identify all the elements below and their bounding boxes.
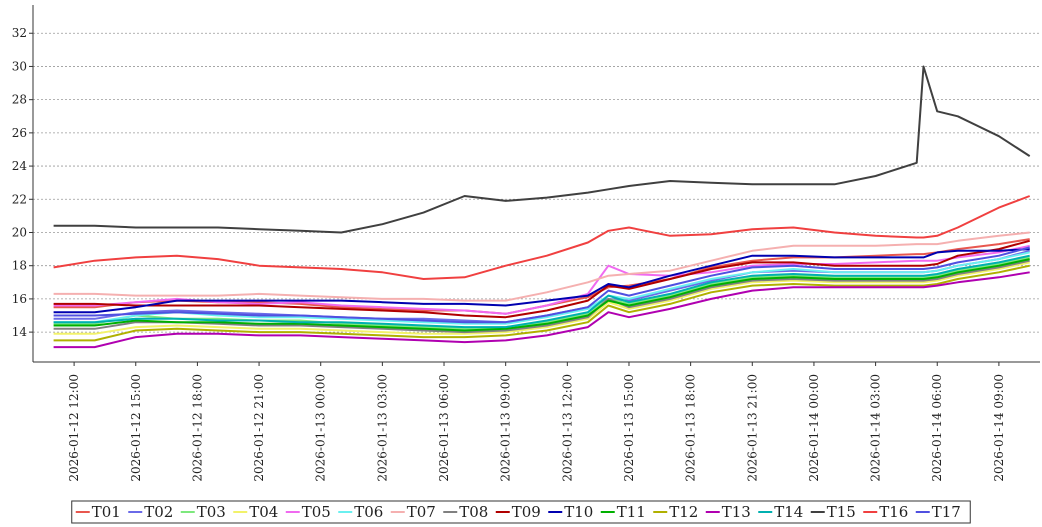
y-tick-label: 28 [12, 93, 27, 107]
legend-label: T10 [564, 503, 593, 521]
legend-label: T01 [92, 503, 121, 521]
series-line [53, 239, 1030, 319]
x-tick-label: 2026-01-13 00:00 [314, 374, 328, 482]
x-tick-label: 2026-01-14 09:00 [992, 374, 1006, 482]
legend-label: T11 [617, 503, 646, 521]
y-tick-label: 22 [12, 192, 27, 206]
series-line [53, 258, 1030, 332]
y-tick-label: 26 [12, 126, 27, 140]
y-tick-label: 20 [12, 225, 27, 239]
y-tick-label: 32 [12, 26, 27, 40]
series-line [53, 231, 1030, 302]
series-line [53, 195, 1031, 280]
legend-box [71, 500, 971, 524]
x-tick-label: 2026-01-12 21:00 [252, 374, 266, 482]
x-tick-label: 2026-01-13 03:00 [375, 374, 389, 482]
series-line [53, 261, 1030, 335]
x-tick-label: 2026-01-12 18:00 [190, 374, 204, 482]
x-tick-label: 2026-01-12 12:00 [67, 374, 81, 482]
legend-label: T15 [827, 503, 856, 521]
x-tick-label: 2026-01-14 06:00 [930, 374, 944, 482]
x-tick-label: 2026-01-13 12:00 [560, 374, 574, 482]
y-tick-label: 30 [12, 59, 27, 73]
x-tick-label: 2026-01-13 21:00 [745, 374, 759, 482]
legend-label: T08 [459, 503, 488, 521]
legend-label: T03 [197, 503, 226, 521]
x-tick-label: 2026-01-13 06:00 [437, 374, 451, 482]
legend: T01 T02 T03 T04 T05 T06 T07 T08 T09 T10 T11 T12 T13 T… [71, 500, 971, 524]
y-tick-label: 18 [12, 259, 27, 273]
y-tick-label: 16 [12, 292, 27, 306]
y-tick-label: 14 [12, 325, 28, 339]
x-tick-label: 2026-01-13 18:00 [684, 374, 698, 482]
legend-label: T09 [512, 503, 541, 521]
series-line [53, 251, 1030, 325]
x-tick-label: 2026-01-14 03:00 [869, 374, 883, 482]
legend-label: T04 [249, 503, 278, 521]
series-line [53, 248, 1030, 314]
x-tick-label: 2026-01-12 15:00 [129, 374, 143, 482]
series-line [53, 65, 1031, 234]
x-tick-label: 2026-01-14 00:00 [807, 374, 821, 482]
legend-label: T05 [302, 503, 331, 521]
legend-label: T16 [879, 503, 908, 521]
legend-label: T17 [932, 503, 961, 521]
legend-label: T06 [354, 503, 383, 521]
series-line [53, 254, 1030, 329]
y-tick-label: 24 [12, 159, 28, 173]
x-tick-label: 2026-01-13 15:00 [622, 374, 636, 482]
x-tick-label: 2026-01-13 09:00 [499, 374, 513, 482]
series-line [53, 264, 1030, 342]
series-line [53, 271, 1030, 349]
series-line [53, 246, 1030, 324]
legend-label: T07 [407, 503, 436, 521]
legend-label: T02 [144, 503, 173, 521]
legend-label: T13 [722, 503, 751, 521]
legend-label: T14 [774, 503, 803, 521]
legend-label: T12 [669, 503, 698, 521]
